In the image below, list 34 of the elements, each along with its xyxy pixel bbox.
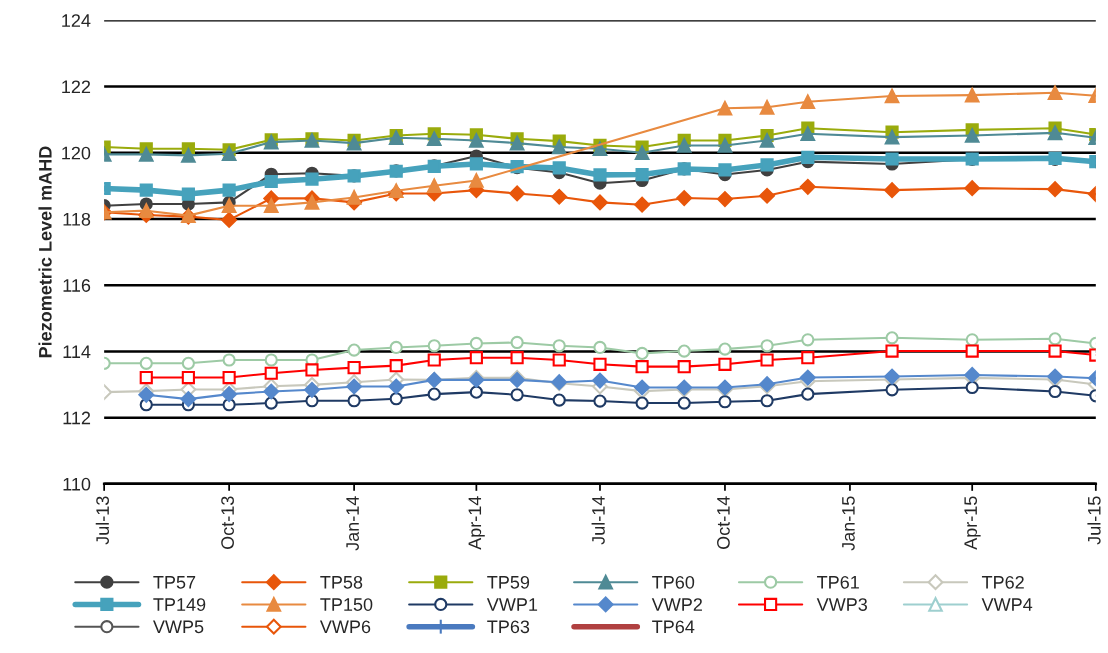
- x-tick-label: Apr-15: [964, 496, 981, 550]
- legend-label: VWP1: [486, 598, 538, 611]
- x-tick-label: Apr-14: [468, 496, 485, 550]
- legend-label: TP62: [981, 575, 1024, 589]
- legend-label: VWP5: [152, 620, 204, 634]
- legend-label: TP60: [652, 575, 695, 589]
- legend-label: TP149: [153, 598, 206, 611]
- legend-label: TP61: [817, 575, 859, 589]
- x-tick-label: Jul-14: [591, 496, 605, 545]
- legend-label: VWP2: [651, 598, 702, 611]
- y-tick-label: 124: [62, 14, 91, 27]
- legend-label: TP63: [487, 620, 530, 634]
- y-tick-label: 118: [63, 212, 91, 226]
- x-tick-label: Jul-13: [95, 496, 109, 545]
- y-tick-label: 114: [63, 345, 91, 358]
- legend-label: VWP6: [319, 620, 371, 634]
- x-tick-label: Oct-14: [717, 496, 730, 549]
- legend-label: TP59: [487, 575, 530, 589]
- y-tick-label: 116: [63, 279, 91, 292]
- legend-label: TP64: [652, 620, 695, 634]
- y-tick-label: 110: [63, 477, 91, 491]
- x-tick-label: Jul-15: [1087, 496, 1101, 545]
- x-tick-label: Jan-14: [346, 496, 359, 551]
- y-tick-label: 112: [63, 411, 91, 425]
- legend-label: VWP3: [816, 598, 868, 611]
- x-tick-label: Oct-13: [221, 496, 234, 549]
- y-axis-title: Piezometric Level mAHD: [38, 146, 52, 358]
- y-tick-label: 120: [62, 146, 91, 160]
- y-tick-label: 122: [62, 80, 91, 94]
- legend-label: TP58: [320, 575, 363, 589]
- x-tick-label: Jan-15: [842, 496, 855, 551]
- legend-label: TP150: [320, 598, 373, 611]
- legend-label: TP57: [153, 576, 196, 589]
- legend-label: VWP4: [981, 598, 1033, 611]
